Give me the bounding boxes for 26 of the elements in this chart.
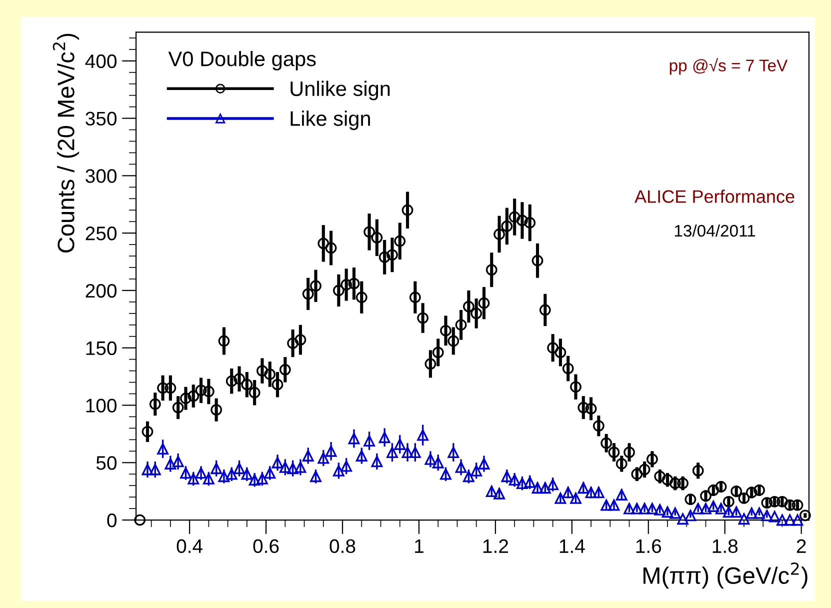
x-tick-label: 0.6 [253, 539, 279, 554]
x-tick-label: 2 [796, 539, 806, 553]
x-tick-label: 1 [415, 539, 424, 553]
y-tick-label: 100 [86, 398, 117, 412]
x-tick-label: 1.8 [712, 539, 738, 554]
y-tick-label: 50 [96, 456, 117, 470]
x-tick-label: 1.2 [483, 539, 508, 553]
y-tick-label: 150 [86, 341, 117, 356]
x-tick-label: 1.6 [636, 539, 662, 554]
y-axis-title: Counts / (20 MeV/c$^{2}$) [52, 34, 80, 252]
legend-label: Like sign [290, 110, 370, 130]
y-tick-label: 400 [85, 54, 117, 68]
annotation: ALICE Performance [634, 190, 794, 203]
legend-title: V0 Double gaps [168, 50, 316, 70]
y-tick-label: 350 [86, 112, 117, 126]
annotation: 13/04/2011 [674, 224, 756, 237]
x-tick-label: 1.4 [560, 539, 585, 553]
legend-label: Unlike sign [290, 80, 390, 100]
x-tick-label: 0.8 [330, 539, 356, 554]
x-tick-label: 0.4 [176, 539, 203, 554]
annotation: pp @√s = 7 TeV [670, 58, 788, 75]
y-tick-label: 300 [86, 169, 117, 183]
y-tick-label: 250 [86, 226, 117, 240]
y-tick-label: 200 [86, 284, 117, 298]
y-tick-label: 0 [107, 513, 117, 528]
x-axis-title: M(ππ) (GeV/c$^{2}$) [644, 562, 808, 589]
